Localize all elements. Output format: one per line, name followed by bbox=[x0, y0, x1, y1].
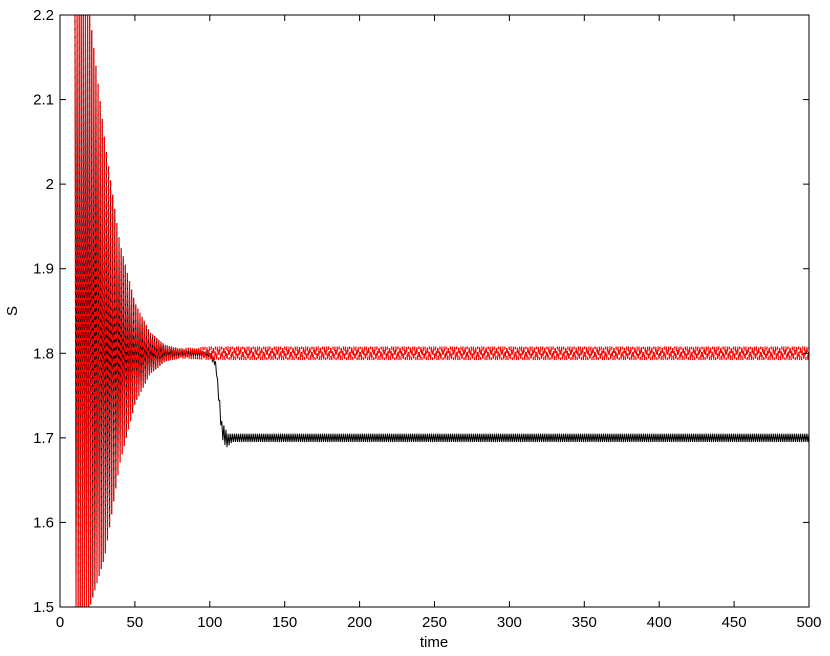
y-tick-label: 2.2 bbox=[33, 7, 54, 24]
x-tick-label: 250 bbox=[422, 614, 447, 631]
x-tick-label: 50 bbox=[127, 614, 144, 631]
y-axis: 1.5 1.6 1.7 1.8 1.9 2 2.1 2.2 bbox=[33, 7, 809, 616]
x-tick-label: 400 bbox=[647, 614, 672, 631]
series-layer bbox=[74, 15, 809, 607]
series-line-2 bbox=[74, 15, 809, 607]
plot-background bbox=[60, 15, 809, 607]
y-tick-label: 1.9 bbox=[33, 261, 54, 278]
x-tick-label: 100 bbox=[197, 614, 222, 631]
x-tick-label: 500 bbox=[796, 614, 821, 631]
y-tick-label: 1.5 bbox=[33, 599, 54, 616]
y-axis-label: S bbox=[4, 306, 21, 316]
x-tick-label: 450 bbox=[722, 614, 747, 631]
x-tick-label: 0 bbox=[56, 614, 64, 631]
y-tick-label: 1.6 bbox=[33, 514, 54, 531]
x-axis: 0 50 100 150 200 250 300 350 400 450 500 bbox=[56, 15, 822, 631]
y-tick-label: 2.1 bbox=[33, 92, 54, 109]
x-tick-label: 150 bbox=[272, 614, 297, 631]
x-axis-label: time bbox=[420, 634, 448, 651]
x-tick-label: 350 bbox=[572, 614, 597, 631]
y-tick-label: 1.7 bbox=[33, 430, 54, 447]
y-tick-label: 2 bbox=[46, 176, 54, 193]
x-tick-label: 200 bbox=[347, 614, 372, 631]
y-tick-label: 1.8 bbox=[33, 345, 54, 362]
x-tick-label: 300 bbox=[497, 614, 522, 631]
series-line-1 bbox=[74, 15, 809, 607]
